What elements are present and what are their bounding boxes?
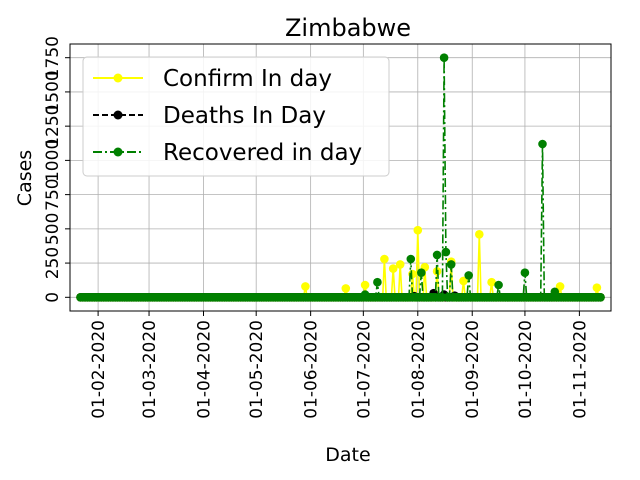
series-line xyxy=(80,230,601,299)
y-tick-label: 1250 xyxy=(43,105,63,148)
x-ticks: 01-02-2020 01-03-2020 01-04-2020 01-05-2020… xyxy=(89,311,590,419)
data-point xyxy=(380,254,389,264)
x-tick-label: 01-07-2020 xyxy=(354,320,374,419)
data-point xyxy=(360,280,370,290)
legend-box xyxy=(82,56,390,177)
x-tick-label: 01-03-2020 xyxy=(140,320,160,419)
data-point xyxy=(432,250,442,260)
y-tick-label: 1750 xyxy=(43,36,63,79)
data-point xyxy=(494,280,503,290)
x-tick-label: 01-05-2020 xyxy=(247,320,267,419)
plot-area xyxy=(76,53,605,302)
data-point xyxy=(487,277,496,287)
data-point xyxy=(459,276,468,286)
legend-label: Recovered in day xyxy=(163,140,362,166)
x-tick-label: 01-08-2020 xyxy=(409,320,429,419)
legend-marker xyxy=(113,73,123,83)
legend: Confirm In day Deaths In Day Recovered in … xyxy=(82,56,390,177)
data-point xyxy=(388,264,398,273)
data-point xyxy=(441,247,451,257)
x-tick-label: 01-02-2020 xyxy=(89,320,109,419)
data-point xyxy=(413,225,423,235)
x-axis-title: Date xyxy=(325,444,370,466)
data-point xyxy=(301,282,310,291)
y-tick-label: 500 xyxy=(43,213,63,245)
y-tick-label: 1000 xyxy=(43,139,63,182)
axes-frame xyxy=(69,43,612,312)
y-axis-title: Cases xyxy=(14,150,36,206)
x-tick-label: 01-06-2020 xyxy=(302,320,322,419)
x-tick-label: 01-09-2020 xyxy=(463,320,483,419)
data-point xyxy=(464,271,474,280)
y-tick-label: 250 xyxy=(43,247,63,279)
x-tick-label: 01-04-2020 xyxy=(194,320,214,419)
data-point xyxy=(341,284,351,293)
y-tick-label: 1500 xyxy=(43,70,63,113)
data-point xyxy=(592,283,602,293)
y-tick-label: 0 xyxy=(43,292,63,303)
chart-title: Zimbabwe xyxy=(285,14,411,42)
data-point xyxy=(475,230,484,239)
y-tick-label: 750 xyxy=(43,178,63,210)
data-point xyxy=(538,139,547,149)
data-point xyxy=(373,277,382,287)
data-point xyxy=(395,260,405,269)
data-point xyxy=(439,53,449,62)
legend-label: Confirm In day xyxy=(163,66,332,92)
legend-label: Deaths In Day xyxy=(163,103,326,129)
data-point xyxy=(417,268,426,278)
x-tick-label: 01-10-2020 xyxy=(516,320,536,419)
data-point xyxy=(555,282,565,291)
data-point xyxy=(596,293,605,302)
legend-marker xyxy=(113,110,123,120)
data-point xyxy=(446,260,456,269)
legend-marker xyxy=(113,147,123,157)
data-point xyxy=(406,254,416,264)
x-tick-label: 01-11-2020 xyxy=(570,320,590,419)
data-point xyxy=(520,268,530,278)
